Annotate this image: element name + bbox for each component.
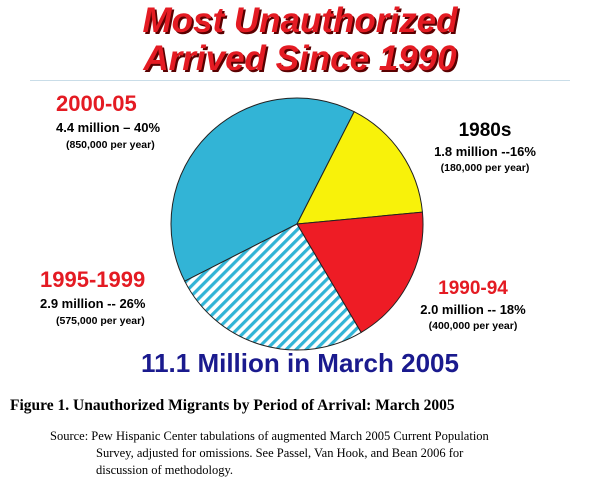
slice-rate: (400,000 per year) [428,320,518,332]
title-divider [30,80,570,81]
chart-title-line-1: Most Unauthorized [142,1,458,40]
pie-slice-2000-05 [170,97,355,282]
total-label: 11.1 Million in March 2005 [141,348,459,378]
chart-title-line-2: Arrived Since 1990 [143,39,457,78]
slice-amount: 2.0 million -- 18% [420,302,526,317]
slice-rate: (850,000 per year) [66,139,155,151]
slice-label: 1980s [458,120,512,141]
label-2000-05: 2000-05 4.4 million – 40% (850,000 per y… [56,92,160,152]
slice-amount: 2.9 million -- 26% [40,296,146,311]
slice-label: 1995-1999 [40,267,146,292]
slice-amount: 4.4 million – 40% [56,120,161,135]
slice-rate: (180,000 per year) [440,162,530,174]
pie-slice-1990-94 [296,211,424,334]
pie-slice-1995-1999 [184,223,362,351]
source-line-1: Source: Pew Hispanic Center tabulations … [50,429,489,443]
label-1990-94: 1990-94 2.0 million -- 18% (400,000 per … [388,278,558,333]
pie-slice-1980s [296,111,423,225]
slice-amount: 1.8 million --16% [434,144,536,159]
source-line-3: discussion of methodology. [96,463,234,477]
slice-rate: (575,000 per year) [56,315,145,327]
slice-label: 1990-94 [438,278,508,299]
slice-label: 2000-05 [56,91,137,116]
figure-caption: Figure 1. Unauthorized Migrants by Perio… [10,397,455,414]
label-1980s: 1980s 1.8 million --16% (180,000 per yea… [400,120,570,175]
source-note: Source: Pew Hispanic Center tabulations … [50,428,598,479]
label-1995-1999: 1995-1999 2.9 million -- 26% (575,000 pe… [40,268,145,328]
source-line-2: Survey, adjusted for omissions. See Pass… [96,446,464,460]
